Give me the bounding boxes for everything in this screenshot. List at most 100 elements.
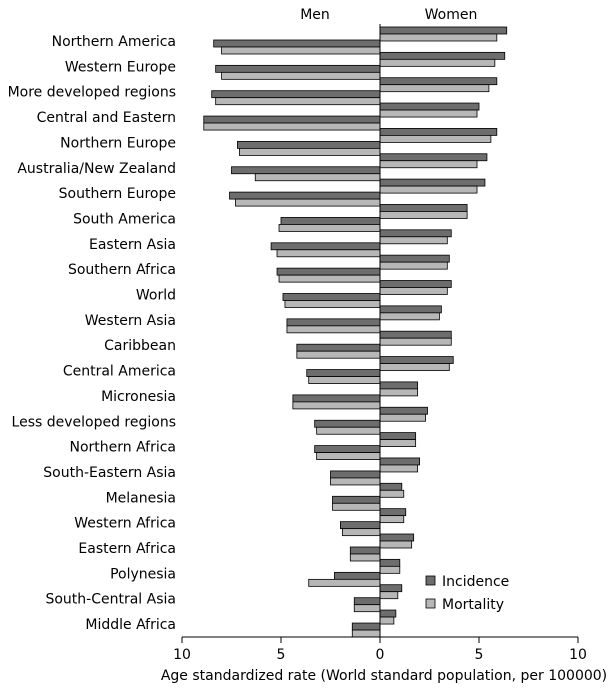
bar-women-incidence-western-asia bbox=[379, 305, 442, 314]
bar-women-incidence-western-europe bbox=[379, 51, 506, 60]
region-label-northern-america: Northern America bbox=[52, 34, 176, 50]
bar-men-incidence-caribbean bbox=[296, 343, 381, 352]
bar-women-incidence-caribbean bbox=[379, 330, 452, 339]
region-label-polynesia: Polynesia bbox=[110, 566, 176, 582]
bar-women-mortality-south-central-asia bbox=[379, 591, 399, 600]
bar-men-incidence-more-developed-regions bbox=[211, 90, 381, 99]
bar-women-mortality-northern-america bbox=[379, 33, 498, 42]
region-label-southern-africa: Southern Africa bbox=[68, 262, 176, 278]
bar-women-incidence-eastern-asia bbox=[379, 229, 452, 238]
bar-men-mortality-northern-america bbox=[221, 46, 381, 55]
bar-women-incidence-south-america bbox=[379, 204, 468, 212]
region-label-southern-europe: Southern Europe bbox=[59, 186, 176, 202]
region-label-central-america: Central America bbox=[63, 364, 176, 380]
legend-swatch-mortality bbox=[425, 598, 436, 609]
bar-men-incidence-australia-new-zealand bbox=[231, 166, 381, 175]
bar-women-mortality-caribbean bbox=[379, 337, 452, 346]
bar-women-mortality-eastern-asia bbox=[379, 236, 448, 245]
region-label-world: World bbox=[136, 288, 176, 304]
bar-men-mortality-micronesia bbox=[292, 401, 381, 410]
bar-women-incidence-south-central-asia bbox=[379, 584, 403, 593]
bar-women-mortality-world bbox=[379, 287, 448, 295]
bar-men-mortality-world bbox=[284, 300, 381, 308]
bar-women-incidence-northern-africa bbox=[379, 432, 417, 441]
bar-women-mortality-polynesia bbox=[379, 565, 401, 574]
bar-men-mortality-eastern-africa bbox=[349, 553, 381, 562]
bar-men-incidence-melanesia bbox=[332, 495, 381, 504]
x-tick-label-1: 5 bbox=[277, 647, 286, 663]
bar-men-mortality-southern-africa bbox=[278, 274, 381, 283]
panel-label-women: Women bbox=[425, 7, 478, 23]
region-labels: Northern America Western Europe More devel… bbox=[8, 34, 176, 633]
bar-men-mortality-melanesia bbox=[332, 502, 381, 511]
region-label-australia-new-zealand: Australia/New Zealand bbox=[17, 161, 176, 177]
bar-men-incidence-western-africa bbox=[339, 521, 381, 530]
bar-men-incidence-less-developed-regions bbox=[314, 419, 381, 428]
bar-women-mortality-south-eastern-asia bbox=[379, 464, 419, 473]
bar-men-incidence-south-central-asia bbox=[353, 597, 381, 606]
bar-men-mortality-southern-europe bbox=[235, 198, 381, 207]
bar-men-mortality-south-eastern-asia bbox=[330, 477, 381, 486]
x-axis-label: Age standardized rate (World standard po… bbox=[161, 668, 607, 684]
region-label-middle-africa: Middle Africa bbox=[85, 617, 176, 633]
region-label-western-africa: Western Africa bbox=[74, 516, 176, 532]
legend-swatch-incidence bbox=[425, 575, 436, 586]
bar-women-mortality-less-developed-regions bbox=[379, 413, 426, 422]
region-label-south-eastern-asia: South-Eastern Asia bbox=[43, 465, 176, 481]
bar-men-mortality-western-africa bbox=[341, 528, 381, 537]
bar-women-mortality-southern-africa bbox=[379, 261, 448, 270]
bar-women-incidence-southern-europe bbox=[379, 178, 486, 187]
bar-men-mortality-polynesia bbox=[308, 578, 381, 587]
bar-men-incidence-eastern-asia bbox=[270, 242, 381, 251]
bar-men-incidence-western-europe bbox=[215, 64, 381, 73]
bar-men-mortality-central-america bbox=[308, 376, 381, 384]
bar-men-mortality-middle-africa bbox=[351, 629, 381, 638]
bar-men-incidence-polynesia bbox=[334, 571, 381, 580]
legend-label-mortality: Mortality bbox=[442, 597, 504, 613]
bar-men-incidence-southern-africa bbox=[276, 267, 381, 276]
bar-women-mortality-western-asia bbox=[379, 312, 440, 321]
region-label-eastern-asia: Eastern Asia bbox=[89, 237, 176, 253]
bar-women-mortality-micronesia bbox=[379, 388, 419, 397]
region-label-more-developed-regions: More developed regions bbox=[8, 85, 176, 101]
region-label-micronesia: Micronesia bbox=[101, 389, 176, 405]
bar-men-incidence-northern-america bbox=[213, 39, 381, 48]
x-tick-label-4: 10 bbox=[569, 647, 587, 663]
region-label-less-developed-regions: Less developed regions bbox=[12, 414, 176, 430]
region-label-south-america: South America bbox=[73, 211, 176, 227]
bar-women-incidence-world bbox=[379, 280, 452, 288]
bar-women-incidence-central-america bbox=[379, 356, 454, 364]
bar-men-mortality-western-asia bbox=[286, 325, 381, 334]
bar-women-mortality-northern-europe bbox=[379, 134, 492, 143]
bar-men-mortality-south-central-asia bbox=[353, 604, 381, 613]
bar-women-incidence-more-developed-regions bbox=[379, 77, 498, 86]
bar-men-incidence-central-and-eastern bbox=[203, 115, 381, 124]
bar-women-incidence-northern-europe bbox=[379, 127, 498, 136]
legend-label-incidence: Incidence bbox=[442, 574, 509, 590]
bar-men-mortality-australia-new-zealand bbox=[254, 173, 381, 182]
panel-labels: Men Women bbox=[300, 7, 477, 23]
bar-men-mortality-caribbean bbox=[296, 350, 381, 359]
x-axis-ticks: 10 5 0 5 10 bbox=[173, 637, 587, 663]
region-label-western-europe: Western Europe bbox=[65, 59, 176, 75]
x-tick-label-2: 0 bbox=[376, 647, 385, 663]
panel-label-men: Men bbox=[300, 7, 330, 23]
bars bbox=[203, 26, 508, 638]
bar-women-incidence-western-africa bbox=[379, 508, 407, 517]
bar-men-mortality-western-europe bbox=[221, 71, 381, 80]
bar-women-incidence-melanesia bbox=[379, 482, 403, 491]
region-label-northern-europe: Northern Europe bbox=[60, 135, 176, 151]
bar-men-incidence-southern-europe bbox=[229, 191, 381, 200]
bar-men-mortality-northern-africa bbox=[316, 452, 381, 461]
bar-women-incidence-australia-new-zealand bbox=[379, 153, 488, 162]
bar-women-incidence-micronesia bbox=[379, 381, 419, 390]
bar-men-mortality-northern-europe bbox=[239, 147, 381, 156]
bar-women-incidence-central-and-eastern bbox=[379, 102, 480, 111]
bar-women-mortality-australia-new-zealand bbox=[379, 160, 478, 169]
bar-men-incidence-western-asia bbox=[286, 318, 381, 327]
region-label-northern-africa: Northern Africa bbox=[69, 440, 176, 456]
bar-men-mortality-eastern-asia bbox=[276, 249, 381, 258]
region-label-western-asia: Western Asia bbox=[85, 313, 176, 329]
bar-women-mortality-western-africa bbox=[379, 515, 405, 524]
bar-men-mortality-less-developed-regions bbox=[316, 426, 381, 435]
